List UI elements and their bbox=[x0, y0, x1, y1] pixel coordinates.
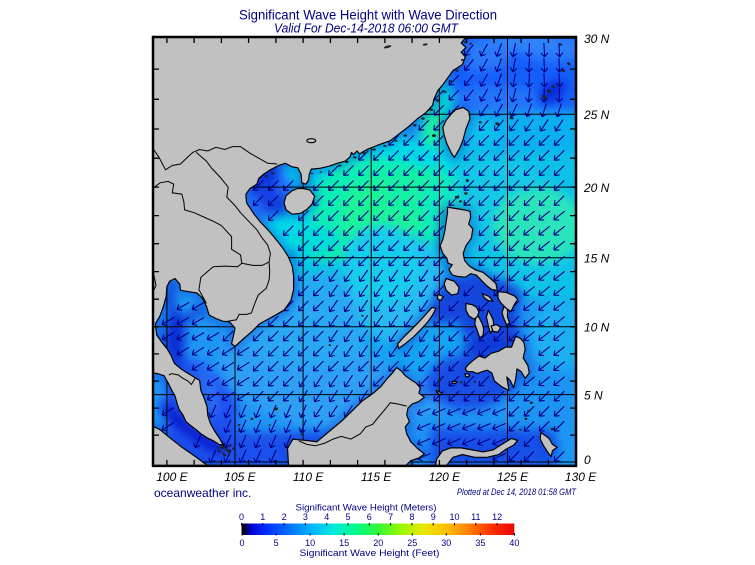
svg-text:25 N: 25 N bbox=[583, 108, 610, 122]
svg-text:0: 0 bbox=[239, 512, 244, 522]
svg-text:1: 1 bbox=[260, 512, 265, 522]
svg-text:120 E: 120 E bbox=[429, 470, 461, 484]
svg-text:0: 0 bbox=[239, 538, 244, 548]
svg-text:115 E: 115 E bbox=[361, 470, 392, 484]
svg-text:10: 10 bbox=[305, 538, 315, 548]
svg-text:oceanweather inc.: oceanweather inc. bbox=[154, 486, 251, 500]
svg-text:20: 20 bbox=[373, 538, 383, 548]
svg-text:2: 2 bbox=[282, 512, 287, 522]
svg-text:11: 11 bbox=[471, 512, 480, 522]
svg-text:10 N: 10 N bbox=[584, 320, 610, 334]
svg-text:35: 35 bbox=[475, 538, 485, 548]
svg-text:0: 0 bbox=[584, 453, 591, 467]
svg-text:6: 6 bbox=[367, 512, 372, 522]
svg-text:Valid For Dec-14-2018 06:00 GM: Valid For Dec-14-2018 06:00 GMT bbox=[274, 22, 459, 36]
svg-text:5: 5 bbox=[345, 512, 350, 522]
svg-text:Plotted at Dec 14, 2018 01:58: Plotted at Dec 14, 2018 01:58 GMT bbox=[457, 487, 577, 497]
svg-text:105 E: 105 E bbox=[224, 470, 256, 484]
svg-text:130 E: 130 E bbox=[565, 470, 597, 484]
svg-text:110 E: 110 E bbox=[293, 470, 324, 484]
svg-text:15 N: 15 N bbox=[584, 251, 610, 265]
svg-text:20 N: 20 N bbox=[583, 181, 610, 195]
svg-text:3: 3 bbox=[303, 512, 308, 522]
svg-text:4: 4 bbox=[324, 512, 329, 522]
svg-text:Significant Wave Height (Meter: Significant Wave Height (Meters) bbox=[296, 503, 437, 514]
svg-text:12: 12 bbox=[492, 512, 502, 522]
svg-text:30 N: 30 N bbox=[584, 32, 610, 46]
svg-text:30: 30 bbox=[441, 538, 451, 548]
svg-text:9: 9 bbox=[431, 512, 436, 522]
svg-text:125 E: 125 E bbox=[497, 470, 529, 484]
svg-text:100 E: 100 E bbox=[156, 470, 188, 484]
svg-text:5 N: 5 N bbox=[584, 388, 603, 402]
svg-text:Significant Wave Height with W: Significant Wave Height with Wave Direct… bbox=[239, 7, 497, 23]
svg-text:40: 40 bbox=[509, 538, 519, 548]
svg-text:Significant Wave Height (Feet): Significant Wave Height (Feet) bbox=[300, 548, 440, 559]
svg-text:15: 15 bbox=[339, 538, 349, 548]
svg-text:8: 8 bbox=[409, 512, 414, 522]
svg-text:5: 5 bbox=[274, 538, 279, 548]
svg-text:7: 7 bbox=[388, 512, 393, 522]
svg-text:25: 25 bbox=[407, 538, 417, 548]
svg-text:10: 10 bbox=[449, 512, 459, 522]
